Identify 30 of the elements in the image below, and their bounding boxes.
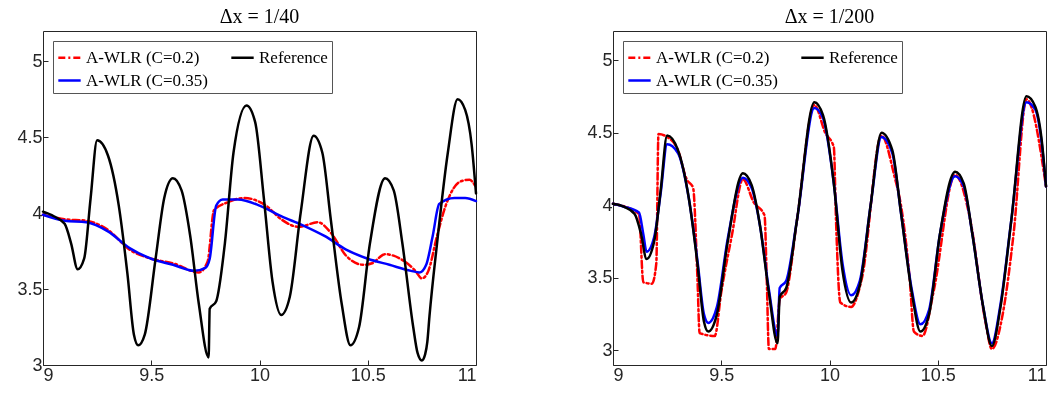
y-tick-label: 4.5: [17, 126, 43, 147]
x-tick-label: 10: [819, 364, 841, 385]
legend-label: A-WLR (C=0.35): [86, 70, 208, 90]
y-tick-label: 4: [602, 194, 613, 215]
y-tick-label: 3: [32, 354, 43, 375]
y-tick-label: 5: [602, 49, 613, 70]
legend-label: Reference: [259, 47, 328, 67]
x-tick-label: 10: [249, 364, 271, 385]
y-tick-label: 3.5: [587, 267, 613, 288]
x-tick-label: 9: [613, 364, 624, 385]
x-tick-label: 10.5: [920, 364, 956, 385]
legend-label: A-WLR (C=0.35): [656, 70, 778, 90]
line-series: [41, 98, 478, 362]
y-tick-label: 4: [32, 202, 43, 223]
y-tick-label: 5: [32, 50, 43, 71]
x-tick-label: 9: [43, 364, 54, 385]
chart-title: Δx = 1/200: [784, 5, 875, 27]
x-tick-label: 9.5: [139, 364, 165, 385]
y-tick-label: 3: [602, 339, 613, 360]
legend-label: A-WLR (C=0.2): [86, 47, 200, 67]
x-tick-label: 10.5: [350, 364, 386, 385]
x-tick-label: 11: [457, 364, 477, 385]
y-tick-label: 4.5: [587, 122, 613, 143]
x-tick-label: 11: [1027, 364, 1047, 385]
legend-label: A-WLR (C=0.2): [656, 47, 770, 67]
legend-label: Reference: [829, 47, 898, 67]
x-tick-label: 9.5: [709, 364, 735, 385]
chart-title: Δx = 1/40: [219, 5, 300, 27]
line-series: [41, 196, 478, 274]
y-tick-label: 3.5: [17, 278, 43, 299]
